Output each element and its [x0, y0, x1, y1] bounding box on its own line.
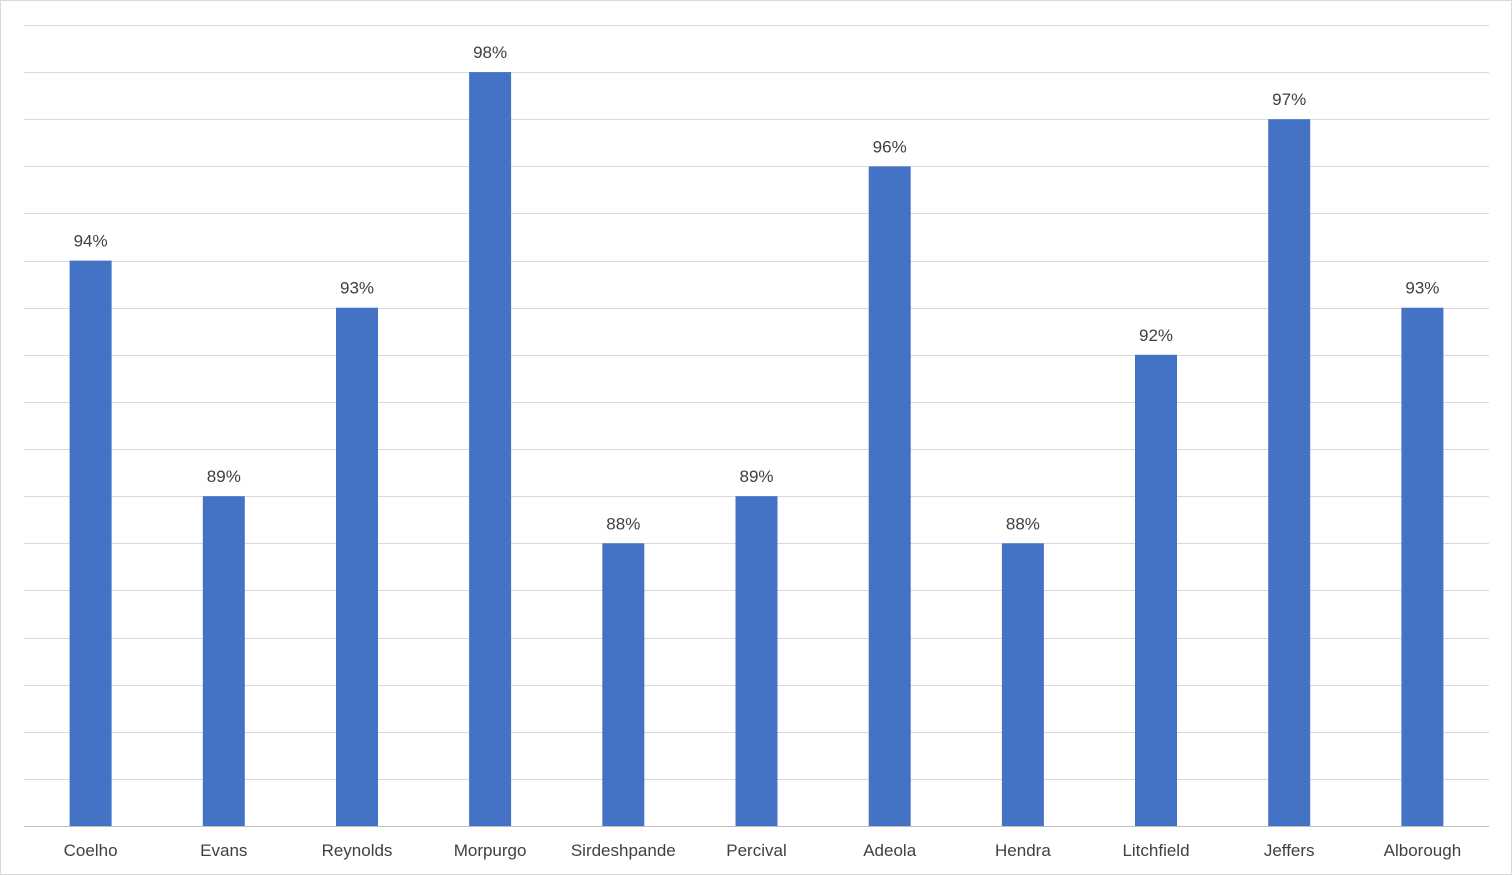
x-tick-label-adeola: Adeola	[863, 841, 916, 860]
data-label-alborough: 93%	[1405, 279, 1439, 298]
bar-hendra	[1001, 543, 1044, 826]
bar-reynolds	[336, 307, 378, 826]
x-tick-label-reynolds: Reynolds	[322, 841, 393, 860]
data-label-morpurgo: 98%	[473, 43, 507, 62]
data-label-adeola: 96%	[873, 137, 907, 156]
x-tick-label-hendra: Hendra	[995, 841, 1051, 860]
data-labels: 94% 89% 93% 98% 88% 89% 96% 88% 92% 97% 93%	[74, 43, 1440, 533]
x-tick-label-alborough: Alborough	[1384, 841, 1462, 860]
x-tick-label-evans: Evans	[200, 841, 247, 860]
x-tick-label-jeffers: Jeffers	[1264, 841, 1315, 860]
bar-litchfield	[1135, 354, 1177, 826]
x-tick-label-sirdeshpande: Sirdeshpande	[571, 841, 676, 860]
data-label-sirdeshpande: 88%	[606, 514, 640, 533]
x-tick-label-percival: Percival	[726, 841, 786, 860]
data-label-percival: 89%	[739, 467, 773, 486]
x-tick-label-coelho: Coelho	[64, 841, 118, 860]
bar-jeffers	[1268, 119, 1311, 826]
data-label-jeffers: 97%	[1272, 90, 1306, 109]
bar-evans	[202, 496, 245, 826]
bars	[69, 72, 1444, 827]
x-tick-label-morpurgo: Morpurgo	[454, 841, 527, 860]
bar-sirdeshpande	[602, 543, 645, 826]
bar-adeola	[868, 166, 911, 826]
data-label-coelho: 94%	[74, 232, 108, 251]
x-axis-tick-labels: Coelho Evans Reynolds Morpurgo Sirdeshpande P…	[64, 841, 1461, 860]
bar-morpurgo	[469, 72, 512, 827]
data-label-litchfield: 92%	[1139, 326, 1173, 345]
data-label-hendra: 88%	[1006, 514, 1040, 533]
data-label-reynolds: 93%	[340, 279, 374, 298]
data-label-evans: 89%	[207, 467, 241, 486]
bar-alborough	[1401, 307, 1444, 826]
bar-coelho	[69, 260, 112, 827]
bar-percival	[735, 496, 778, 826]
x-tick-label-litchfield: Litchfield	[1122, 841, 1189, 860]
